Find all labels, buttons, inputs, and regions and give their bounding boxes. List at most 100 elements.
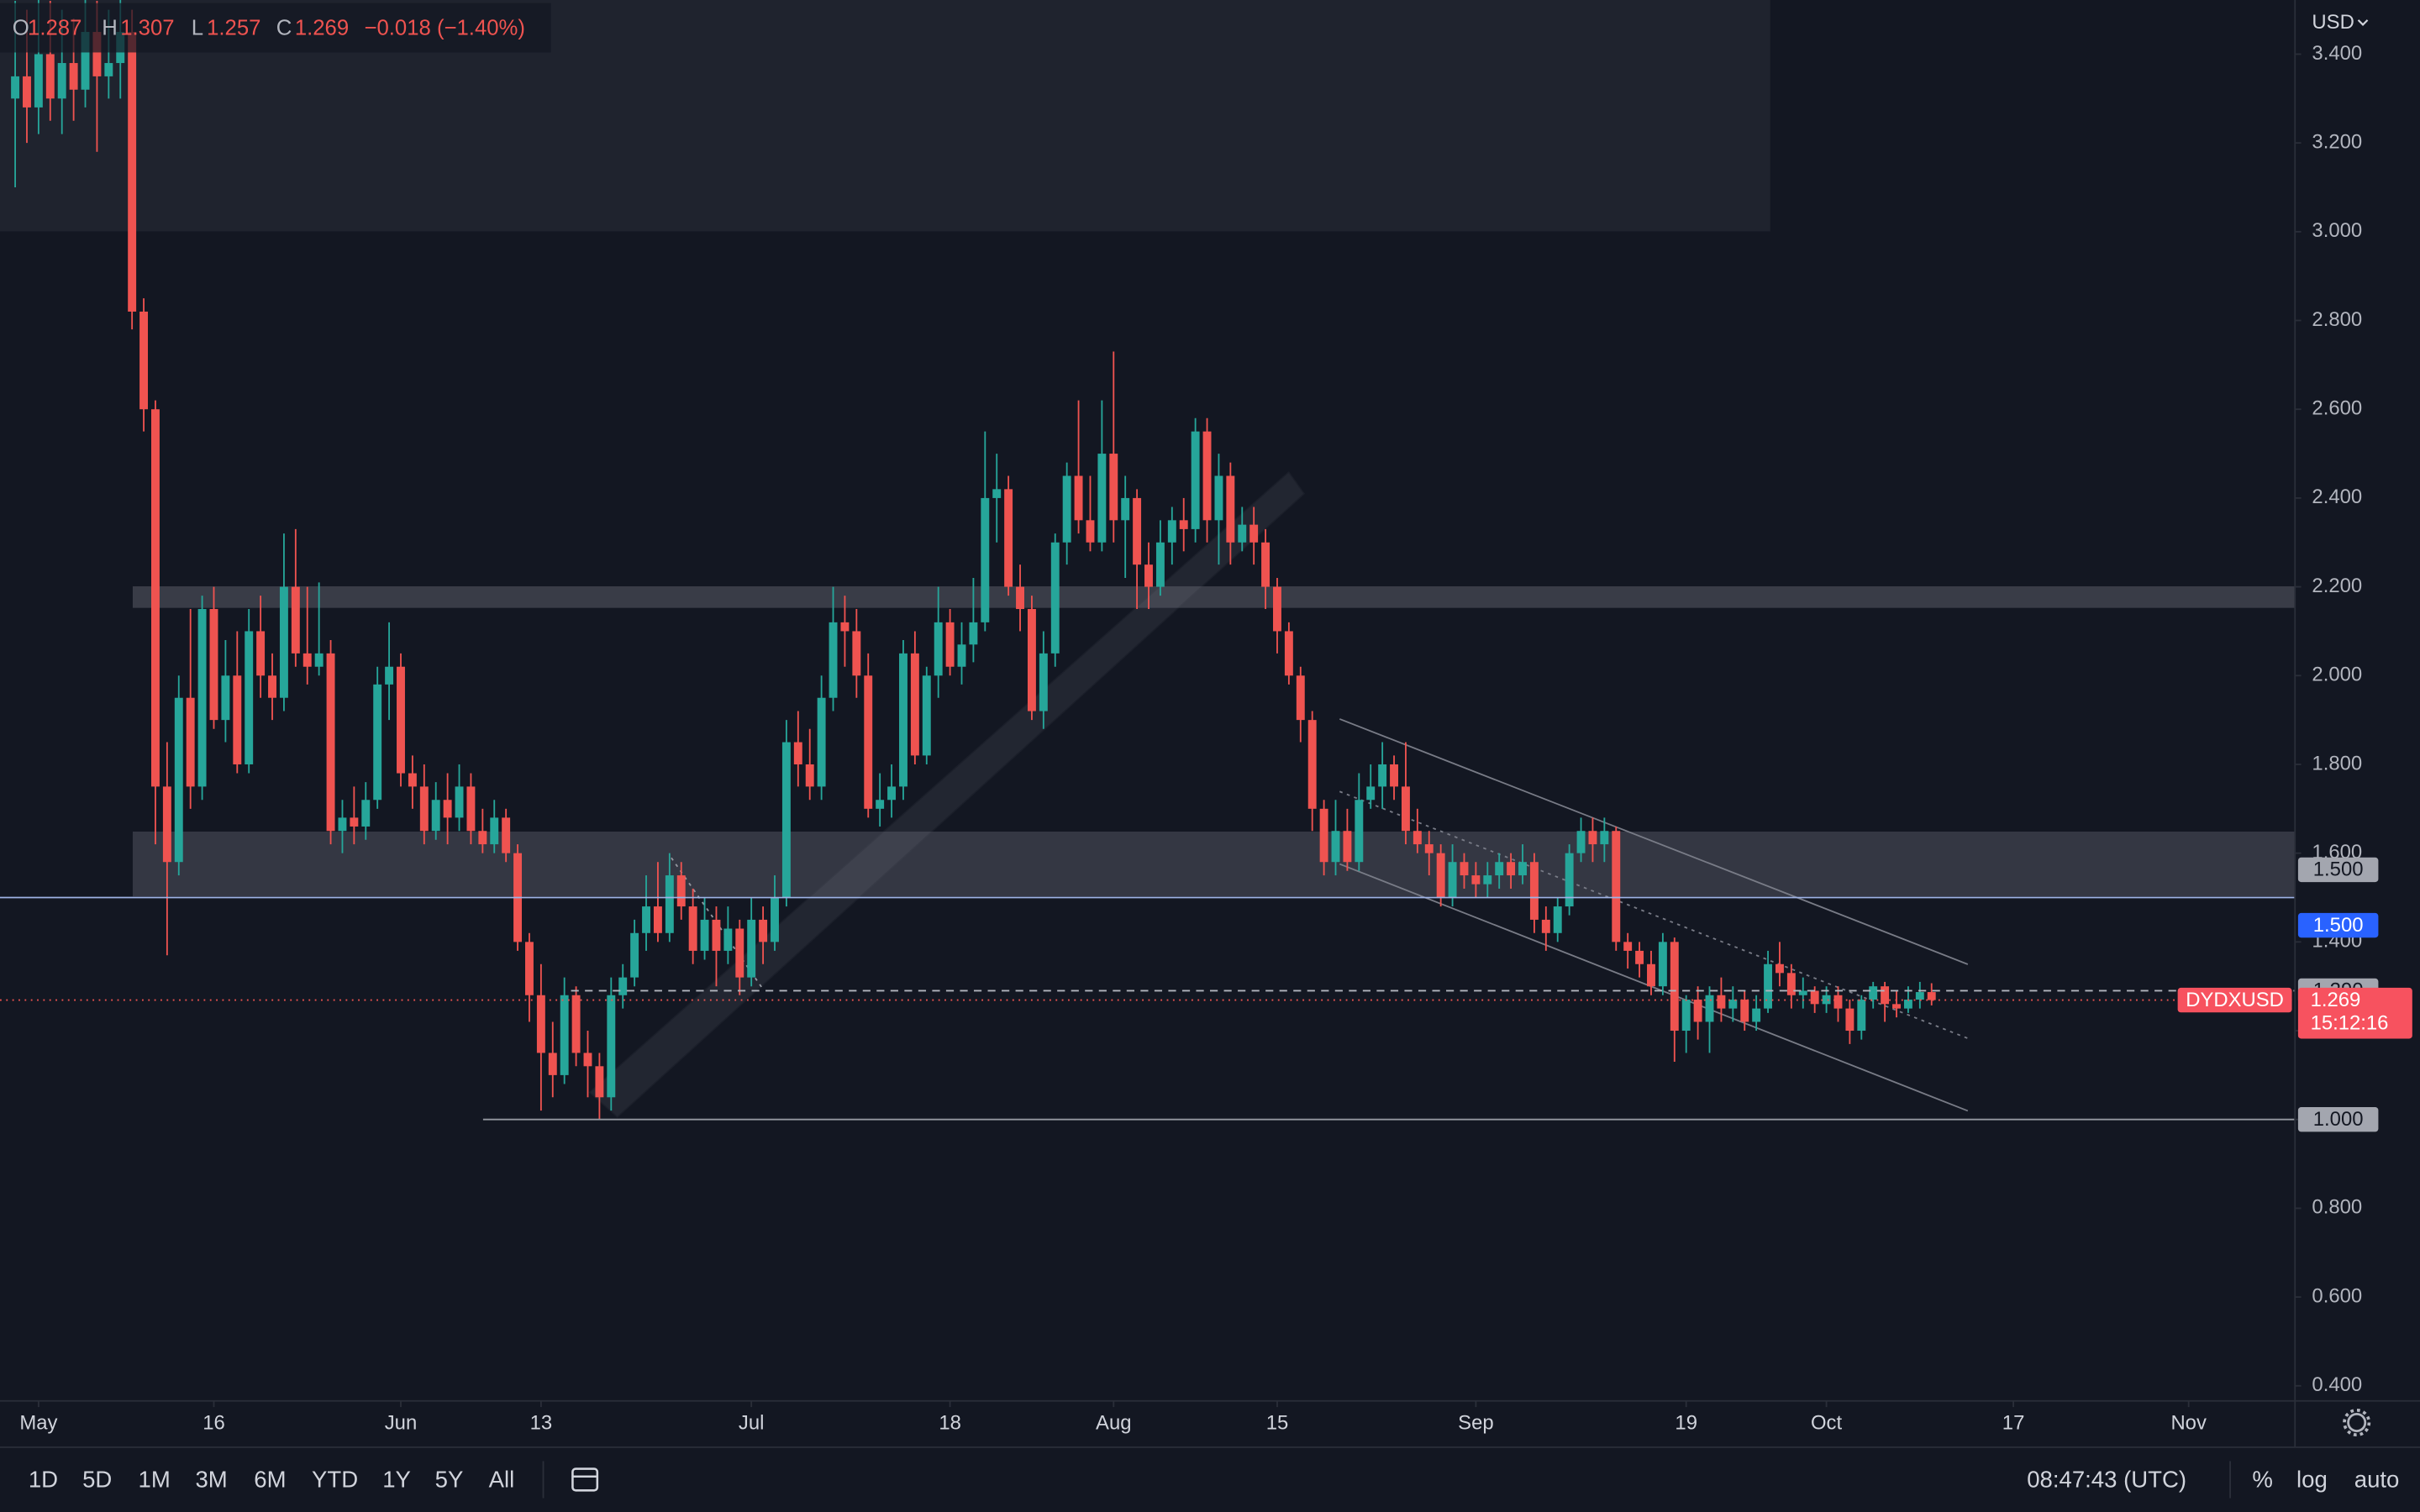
candle-body [1191,431,1200,529]
ohlc-letter: C [276,17,292,40]
y-tick-label: 3.200 [2312,130,2362,153]
candle-body [1717,995,1726,1009]
level-tag-label: 1.500 [2313,858,2364,881]
candle-body [1238,524,1247,543]
candle-body [1424,844,1434,853]
candle-body [1179,520,1188,529]
candle-body [350,817,359,827]
scale-button[interactable]: % [2252,1467,2273,1493]
x-tick-label: 15 [1266,1412,1289,1435]
scale-button[interactable]: auto [2354,1467,2400,1493]
y-tick-label: 3.400 [2312,42,2362,65]
x-tick-label: Jul [739,1412,765,1435]
candle-body [502,817,511,853]
x-tick-label: 18 [939,1412,961,1435]
timeframe-button[interactable]: 1Y [382,1467,411,1493]
candle-body [665,875,674,933]
ohlc-letter: H [102,17,118,40]
candle-body [817,697,826,787]
timeframe-button[interactable]: 5D [82,1467,112,1493]
high-value: 1.307 [120,17,174,40]
currency-caret [2357,19,2369,26]
x-tick-label: Oct [1811,1412,1842,1435]
ohlc-letter: O [13,17,29,40]
candle-body [302,653,312,667]
symbol-tag [2177,987,2292,1013]
timeframe-button[interactable]: 1M [139,1467,171,1493]
candle-body [1822,995,1831,1005]
candle-body [969,622,978,645]
candle-body [1261,542,1270,587]
candle-body [1413,831,1422,845]
candle-body [314,653,324,667]
change-value: −0.018 (−1.40%) [364,17,524,40]
candle-body [361,800,371,827]
candle-body [1343,831,1352,863]
candle-body [1518,862,1527,876]
candle-body [186,697,195,787]
x-tick-label: 13 [530,1412,553,1435]
candle-body [1798,990,1807,995]
candle-body [385,666,394,685]
candle-body [197,609,207,787]
currency-selector[interactable]: USD [2312,11,2354,34]
candle-body [150,409,160,787]
timeframe-button[interactable]: 3M [195,1467,227,1493]
candle-body [1155,542,1165,587]
date-range-icon[interactable] [571,1467,599,1492]
candle-body [1284,631,1293,676]
candle-body [1121,497,1130,521]
candle-body [1167,520,1176,543]
candle-body [723,928,733,951]
timeframe-button[interactable]: 5Y [435,1467,464,1493]
candle-body [256,631,266,676]
close-value: 1.269 [295,17,349,40]
candle-body [279,586,288,698]
candle-body [1588,831,1597,845]
candle-body [1647,963,1655,987]
candle-body [1027,609,1036,711]
candle-body [1133,497,1142,565]
timeframe-button[interactable]: YTD [312,1467,358,1493]
candle-body [1658,942,1667,987]
candle-body [934,622,943,676]
candle-body [1810,990,1819,1005]
candle-body [864,675,873,809]
candle-body [1775,963,1784,974]
support-zone [132,832,2296,897]
x-tick-label: Aug [1096,1412,1131,1435]
candle-body [443,800,452,818]
candle-body [899,653,908,787]
candle-body [1390,764,1398,787]
settings-icon[interactable] [2343,1408,2371,1437]
candle-body [397,666,405,774]
candle-body [595,1066,604,1098]
timeframe-button[interactable]: All [489,1467,515,1493]
candle-body [81,32,90,90]
x-tick-label: Nov [2170,1412,2207,1435]
candle-body [1378,764,1387,787]
candle-body [957,644,966,667]
candle-body [536,995,545,1053]
candle-body [23,76,31,108]
candle-body [1845,1008,1854,1032]
candle-body [1016,586,1024,610]
channel-upper [1339,718,1969,965]
timeframe-button[interactable]: 1D [29,1467,58,1493]
level-tag-label: 1.500 [2313,914,2364,937]
candle-body [676,875,686,907]
candle-body [876,800,885,809]
candle-body [642,906,650,933]
scale-button[interactable]: log [2296,1467,2328,1493]
candle-body [221,675,230,721]
candle-body [1307,720,1317,809]
candle-body [1565,853,1574,907]
candle-body [759,919,768,942]
candle-body [1892,1004,1901,1009]
timeframe-button[interactable]: 6M [254,1467,286,1493]
candle-body [57,63,66,99]
candle-body [1635,950,1644,964]
candle-body [1460,862,1469,876]
